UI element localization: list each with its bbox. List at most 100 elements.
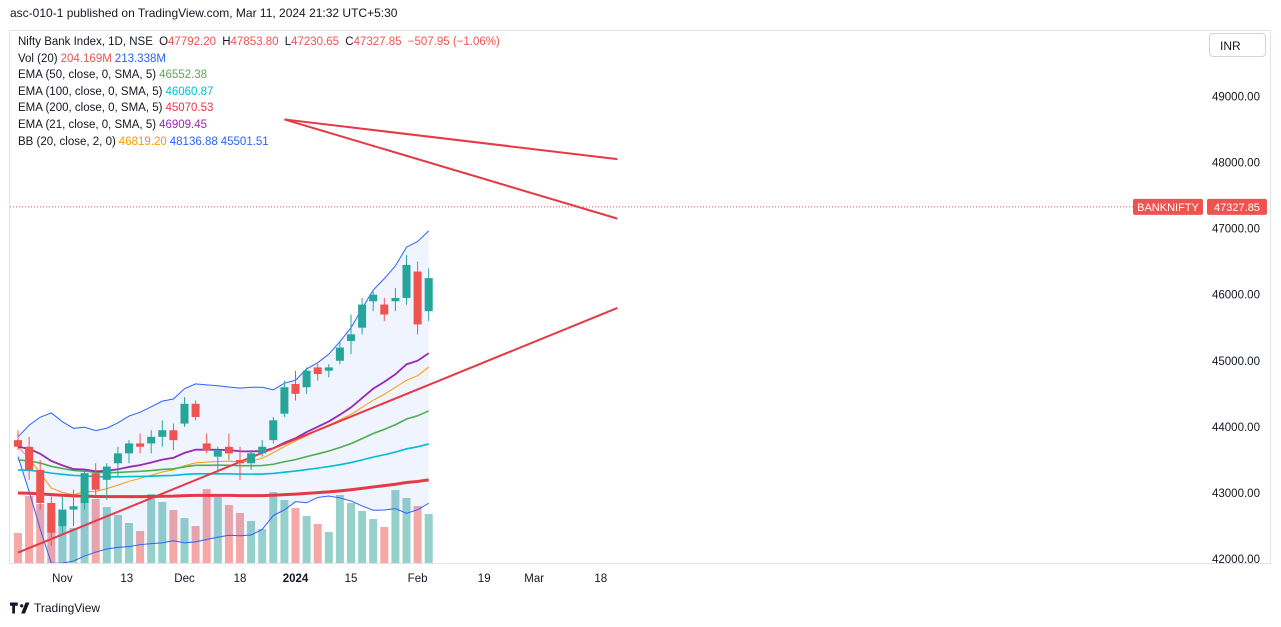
y-tick-label: 43000.00 <box>1212 488 1260 500</box>
currency-button[interactable]: INR <box>1209 33 1266 57</box>
publish-header: asc-010-1 published on TradingView.com, … <box>10 6 398 20</box>
y-tick-label: 45000.00 <box>1212 356 1260 368</box>
legend-indicator-row[interactable]: EMA (50, close, 0, SMA, 5) 46552.38 <box>18 67 500 84</box>
falling-trendline <box>284 118 618 220</box>
bollinger-lower-line <box>17 456 429 563</box>
indicator-value: 213.338M <box>114 52 166 65</box>
chart-frame <box>9 30 1271 564</box>
volume-bar <box>36 504 45 563</box>
candle-body <box>258 446 267 454</box>
tradingview-footer: TradingView <box>10 601 100 615</box>
legend-indicator-row[interactable]: Vol (20) 204.169M 213.338M <box>18 51 500 68</box>
x-tick-label: Feb <box>408 573 428 585</box>
x-tick-label: Nov <box>52 573 73 585</box>
volume-bar <box>324 532 333 563</box>
legend-indicator-row[interactable]: EMA (100, close, 0, SMA, 5) 46060.87 <box>18 84 500 101</box>
candle-body <box>125 443 133 454</box>
volume-bar <box>269 492 278 563</box>
candle-body <box>335 347 344 361</box>
candle-body <box>302 370 311 388</box>
indicator-label: EMA (21, close, 0, SMA, 5) <box>18 118 157 131</box>
chart-legend: Nifty Bank Index, 1D, NSE O47792.20 H478… <box>18 34 500 150</box>
candle-body <box>14 440 22 447</box>
candle-body <box>158 430 167 437</box>
x-tick-label: Dec <box>174 573 195 585</box>
candle-body <box>413 271 422 325</box>
candle-body <box>391 297 400 302</box>
indicator-value: 46552.38 <box>159 69 208 82</box>
plot-area <box>14 118 618 563</box>
legend-indicator-row[interactable]: BB (20, close, 2, 0) 46819.20 48136.88 4550… <box>18 134 500 151</box>
volume-bar <box>202 489 211 563</box>
volume-bar <box>191 526 200 563</box>
candle-body <box>224 446 233 454</box>
candle-body <box>358 304 367 328</box>
candle-body <box>58 509 67 527</box>
y-tick-label: 48000.00 <box>1212 157 1260 169</box>
candle-body <box>147 436 156 444</box>
volume-bar <box>302 516 311 563</box>
x-tick-label: 18 <box>234 573 247 585</box>
volume-bar <box>247 521 256 563</box>
y-tick-label: 47000.00 <box>1212 224 1260 236</box>
candle-body <box>136 443 145 447</box>
candle-body <box>247 453 256 464</box>
ema21-line <box>17 352 430 473</box>
indicator-value: 46909.45 <box>159 118 208 131</box>
candle-body <box>113 453 122 464</box>
volume-bar <box>291 508 300 563</box>
volume-bar <box>180 518 189 563</box>
indicator-label: Vol (20) <box>18 52 58 65</box>
candle-body <box>47 502 56 533</box>
indicator-value: 45501.51 <box>220 135 269 148</box>
indicator-value: 48136.88 <box>169 135 218 148</box>
symbol-tag-label: BANKNIFTY <box>1137 202 1199 214</box>
ohlc-o-key: O <box>159 36 169 48</box>
candle-body <box>280 387 289 414</box>
ohlc-change-value: −507.95 (−1.06%) <box>407 36 500 48</box>
candle-body <box>402 264 411 298</box>
y-tick-label: 44000.00 <box>1212 422 1260 434</box>
volume-bar <box>313 524 322 563</box>
volume-bar <box>258 529 267 563</box>
ema50-line <box>17 410 430 474</box>
volume-bar <box>58 520 67 563</box>
indicator-value: 204.169M <box>60 52 112 65</box>
candle-body <box>313 367 322 375</box>
volume-bar <box>391 490 400 563</box>
volume-bar <box>347 503 355 563</box>
candle-body <box>102 466 111 480</box>
volume-bar <box>358 511 367 563</box>
volume-bar <box>125 523 133 563</box>
candle-body <box>25 446 34 470</box>
tradingview-logo-icon <box>10 602 30 614</box>
candle-body <box>236 459 244 464</box>
volume-bar <box>335 495 344 563</box>
volume-bar <box>102 507 111 563</box>
x-tick-label: 18 <box>594 573 607 585</box>
ohlc-c-key: C <box>345 36 354 48</box>
ohlc-h-key: H <box>222 36 231 48</box>
candle-body <box>180 403 189 424</box>
volume-bar <box>413 506 422 563</box>
symbol-label[interactable]: Nifty Bank Index, 1D, NSE <box>18 36 153 48</box>
tradingview-brand[interactable]: TradingView <box>34 601 101 615</box>
indicator-label: BB (20, close, 2, 0) <box>18 135 116 148</box>
volume-bar <box>213 497 222 563</box>
candle-body <box>269 420 278 441</box>
candle-body <box>80 473 89 503</box>
candle-body <box>191 403 200 417</box>
legend-indicator-row[interactable]: EMA (21, close, 0, SMA, 5) 46909.45 <box>18 117 500 134</box>
indicator-label: EMA (200, close, 0, SMA, 5) <box>18 102 163 115</box>
ohlc-h-value: 47853.80 <box>230 36 279 48</box>
ohlc-l-key: L <box>284 36 292 48</box>
legend-indicator-row[interactable]: EMA (200, close, 0, SMA, 5) 45070.53 <box>18 100 500 117</box>
indicator-value: 45070.53 <box>165 102 214 115</box>
ohlc-l-value: 47230.65 <box>291 36 340 48</box>
price-tag-bg <box>1207 198 1267 215</box>
volume-bar <box>158 502 167 563</box>
volume-bar <box>224 505 233 563</box>
candle-body <box>91 473 100 490</box>
upper-trendline <box>284 118 618 161</box>
